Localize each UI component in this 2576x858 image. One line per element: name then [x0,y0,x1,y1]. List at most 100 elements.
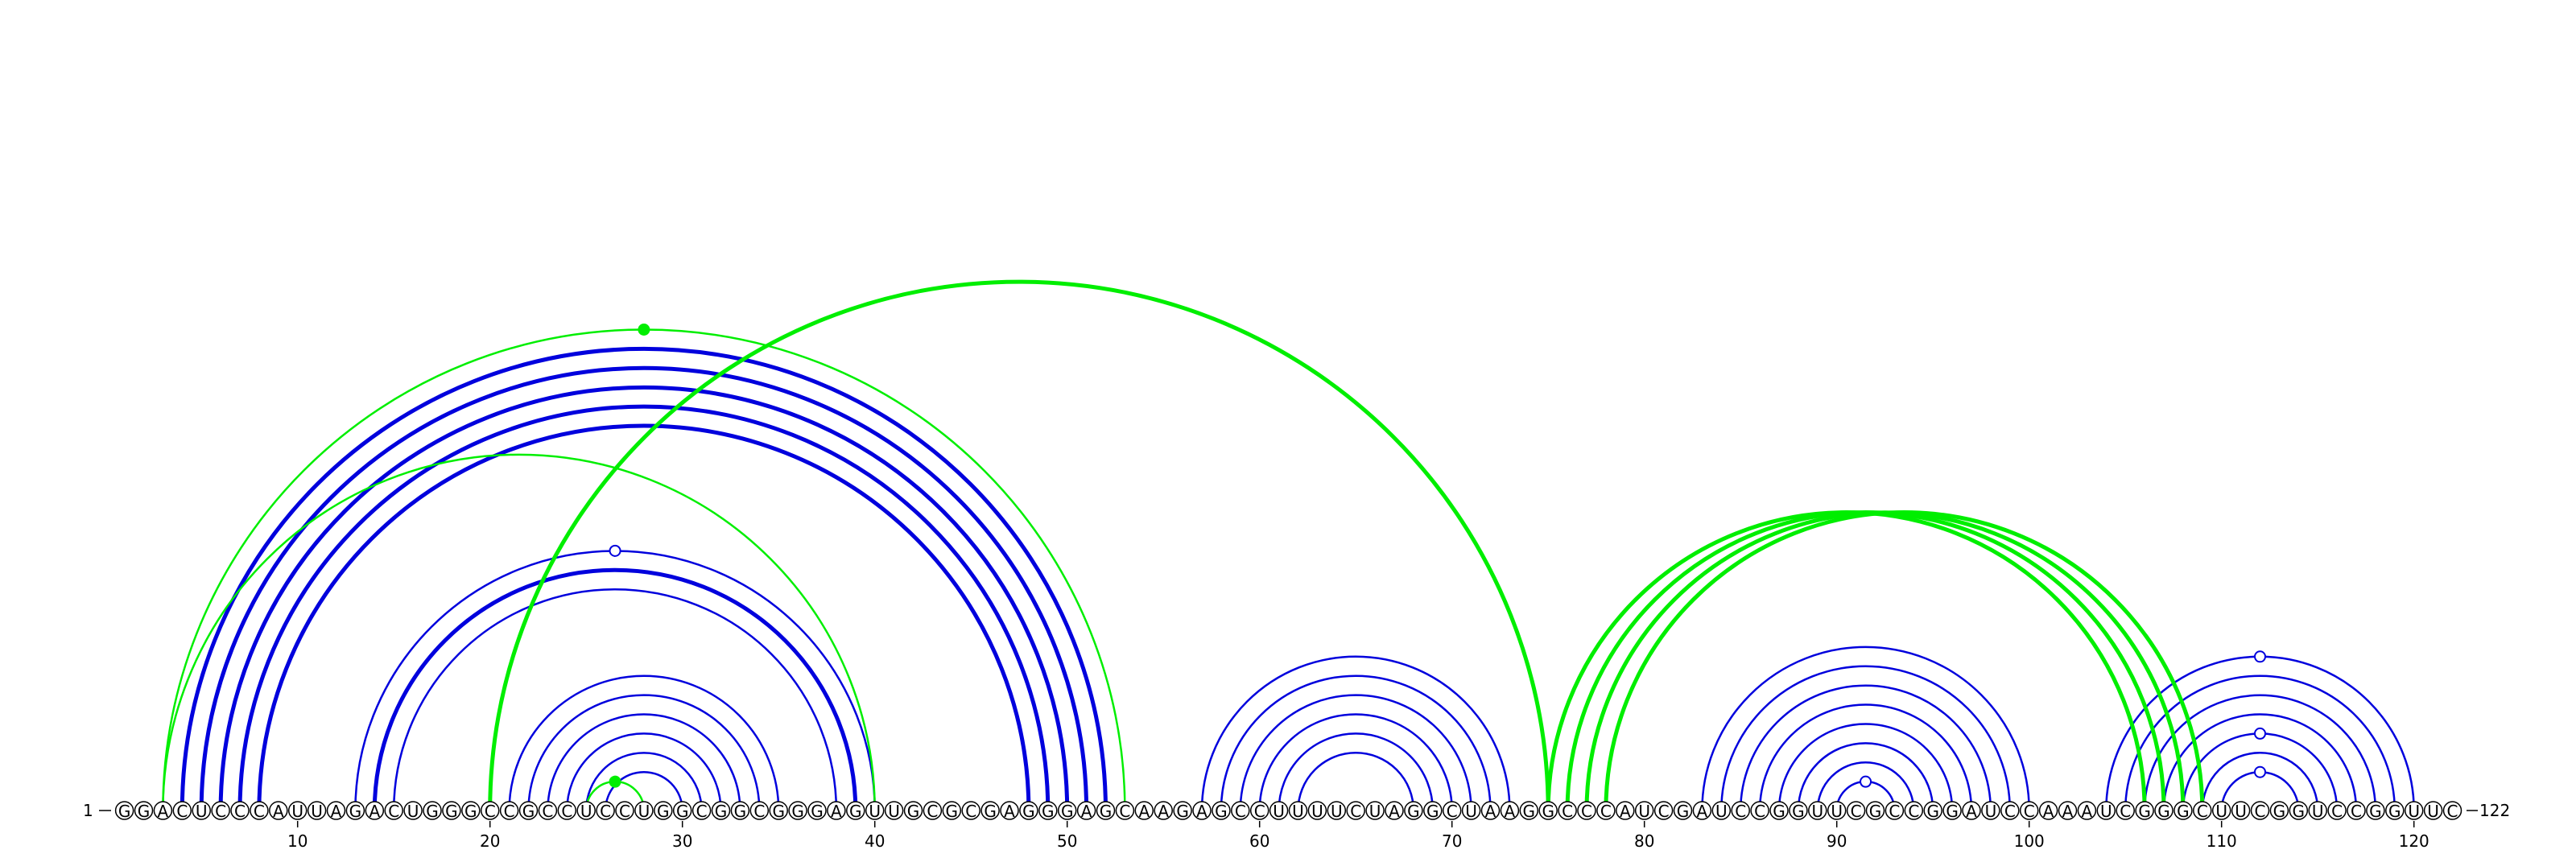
nucleotide-circle [1115,801,1135,820]
nucleotide-21: C [499,801,519,821]
nucleotide-61: U [1269,801,1289,821]
nucleotide-letter: C [1851,802,1862,821]
nucleotide-circle [923,801,943,820]
nucleotide-71: U [1461,801,1481,821]
nucleotide-letter: G [1100,802,1113,821]
nucleotide-99: C [2000,801,2020,821]
filled-marker-3-53 [638,324,650,336]
nucleotide-9: A [269,801,288,821]
nucleotide-98: U [1981,801,2000,821]
nucleotide-5: U [192,801,211,821]
nucleotide-112: C [2250,801,2270,821]
nucleotide-circle [1885,801,1905,820]
tick-label-20: 20 [480,831,500,851]
nucleotide-52: G [1096,801,1116,821]
nucleotide-circle [1019,801,1038,820]
nucleotide-letter: G [2273,802,2286,821]
nucleotide-letter: C [2004,802,2016,821]
nucleotide-letter: G [445,802,458,821]
nucleotide-70: C [1442,801,1462,821]
nucleotide-circle [2366,801,2385,820]
nucleotide-66: U [1365,801,1385,821]
nucleotide-letter: U [1465,802,1477,821]
nucleotide-40: U [865,801,885,821]
nucleotide-circle [1076,801,1096,820]
nucleotide-letter: G [907,802,920,821]
primary-arc-26-30 [604,771,683,811]
nucleotide-79: A [1616,801,1635,821]
nucleotide-circle [769,801,788,820]
nucleotide-letter: C [2024,802,2035,821]
nucleotide-letter: G [1061,802,1074,821]
nucleotide-letter: U [1292,802,1304,821]
nucleotide-81: C [1653,801,1674,821]
nucleotide-letter: U [1638,802,1650,821]
nucleotide-100: C [2019,801,2039,821]
nucleotide-circle [1596,801,1616,820]
nucleotide-27: C [615,801,634,821]
primary-arc-87-96 [1777,723,1954,811]
primary-arc-7-49 [237,404,1051,811]
nucleotide-circle [250,801,269,820]
nucleotide-letter: G [791,802,804,821]
nucleotide-circle [442,801,461,820]
nucleotide-letter: C [561,802,572,821]
nucleotide-letter: C [1562,802,1573,821]
nucleotide-45: C [961,801,980,821]
secondary-arc-3-40 [162,453,876,811]
nucleotide-letter: A [369,802,380,821]
nucleotide-circle [1846,801,1866,820]
nucleotide-circle [1192,801,1212,820]
nucleotide-circle [1307,801,1327,820]
nucleotide-circle [2327,801,2347,820]
nucleotide-circle [1750,801,1769,820]
nucleotide-circle [2308,801,2327,820]
nucleotide-letter: U [2215,802,2227,821]
nucleotide-101: A [2038,801,2058,821]
primary-arc-83-100 [1701,646,2030,811]
nucleotide-letter: C [176,802,188,821]
nucleotide-32: G [711,801,731,821]
nucleotide-letter: A [1004,802,1015,821]
nucleotide-120: U [2404,801,2424,821]
nucleotide-80: U [1634,801,1654,821]
nucleotide-circle [1827,801,1847,820]
nucleotide-circle [2289,801,2309,820]
nucleotide-109: C [2193,801,2212,821]
nucleotide-letter: C [1119,802,1130,821]
nucleotide-circle [1538,801,1558,820]
arcs-layer [162,279,2415,811]
tick-label-120: 120 [2399,831,2429,851]
open-marker-13-40 [609,544,621,557]
nucleotide-letter: C [965,802,976,821]
nucleotide-94: C [1904,801,1924,821]
nucleotide-letter: C [927,802,938,821]
nucleotide-circle [2154,801,2174,820]
primary-arc-15-38 [392,588,838,811]
nucleotide-47: A [1000,801,1019,821]
nucleotide-46: G [980,801,1000,821]
open-marker-104-120 [2254,650,2266,663]
open-marker-108-116 [2254,727,2266,740]
tick-label-60: 60 [1249,831,1269,851]
nucleotide-letter: G [138,802,151,821]
nucleotide-20: C [480,801,500,821]
nucleotide-circle [1923,801,1942,820]
nucleotide-circle [1711,801,1732,820]
nucleotide-111: U [2231,801,2251,821]
nucleotide-letter: G [2388,802,2401,821]
nucleotide-letter: C [2120,802,2131,821]
nucleotide-circle [172,801,192,820]
nucleotide-letter: C [485,802,496,821]
nucleotide-53: C [1115,801,1135,821]
nucleotide-circle [538,801,558,820]
nucleotide-circle [1212,801,1231,820]
nucleotide-letter: G [1926,802,1939,821]
tick-label-40: 40 [865,831,885,851]
nucleotide-circle [365,801,385,820]
nucleotide-22: G [518,801,539,821]
nucleotide-75: G [1538,801,1558,821]
nucleotide-letter: G [1022,802,1035,821]
nucleotide-letter: U [2408,802,2420,821]
nucleotide-41: U [884,801,904,821]
